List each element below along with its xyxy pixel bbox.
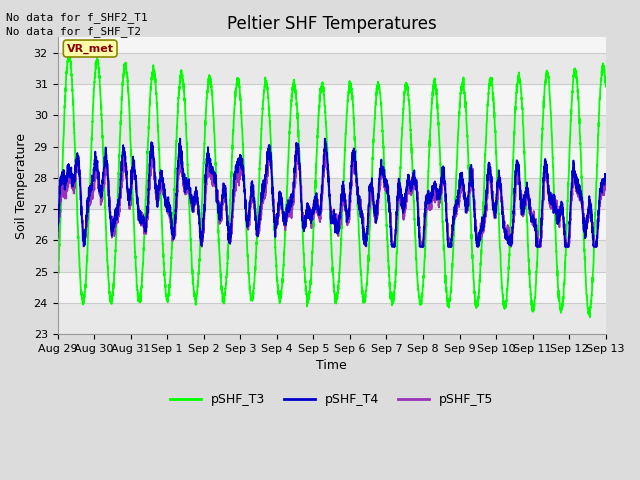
Bar (58, 240, 605, 272)
Line: pSHF_T4: pSHF_T4 (58, 139, 605, 247)
pSHF_T4 (385, 209, 393, 215)
Line: pSHF_T5: pSHF_T5 (58, 148, 605, 247)
pSHF_T3 (385, 273, 393, 278)
pSHF_T3 (207, 79, 214, 84)
Text: No data for f_SHF2_T1: No data for f_SHF2_T1 (6, 12, 148, 23)
Bar (58, 84, 605, 116)
pSHF_T3 (602, 84, 609, 89)
pSHF_T4 (602, 171, 609, 177)
pSHF_T4 (54, 228, 61, 234)
pSHF_T3 (586, 314, 594, 320)
Line: pSHF_T3: pSHF_T3 (58, 53, 605, 317)
pSHF_T3 (550, 182, 557, 188)
Bar (58, 116, 605, 147)
Bar (58, 272, 605, 303)
X-axis label: Time: Time (316, 360, 347, 372)
Y-axis label: Soil Temperature: Soil Temperature (15, 133, 28, 239)
Bar (58, 53, 605, 84)
Bar (58, 209, 605, 240)
pSHF_T3 (54, 283, 61, 288)
pSHF_T5 (602, 180, 609, 186)
pSHF_T3 (65, 50, 73, 56)
Legend: pSHF_T3, pSHF_T4, pSHF_T5: pSHF_T3, pSHF_T4, pSHF_T5 (164, 388, 499, 411)
Text: VR_met: VR_met (67, 43, 114, 54)
pSHF_T4 (395, 184, 403, 190)
pSHF_T5 (602, 177, 609, 182)
pSHF_T5 (54, 235, 61, 241)
pSHF_T3 (602, 77, 609, 83)
pSHF_T5 (321, 145, 329, 151)
pSHF_T4 (207, 161, 214, 167)
pSHF_T5 (171, 233, 179, 239)
Text: No data for f_SHF_T2: No data for f_SHF_T2 (6, 26, 141, 37)
pSHF_T5 (385, 195, 393, 201)
pSHF_T4 (321, 136, 329, 142)
pSHF_T5 (198, 244, 206, 250)
Bar (58, 303, 605, 334)
pSHF_T4 (171, 216, 179, 221)
pSHF_T5 (207, 174, 214, 180)
Bar (58, 147, 605, 178)
pSHF_T5 (395, 197, 403, 203)
pSHF_T4 (550, 192, 558, 198)
pSHF_T4 (602, 174, 609, 180)
pSHF_T4 (388, 244, 396, 250)
pSHF_T3 (395, 204, 403, 210)
Title: Peltier SHF Temperatures: Peltier SHF Temperatures (227, 15, 436, 33)
pSHF_T3 (172, 167, 179, 172)
pSHF_T5 (550, 199, 558, 204)
Bar (58, 178, 605, 209)
